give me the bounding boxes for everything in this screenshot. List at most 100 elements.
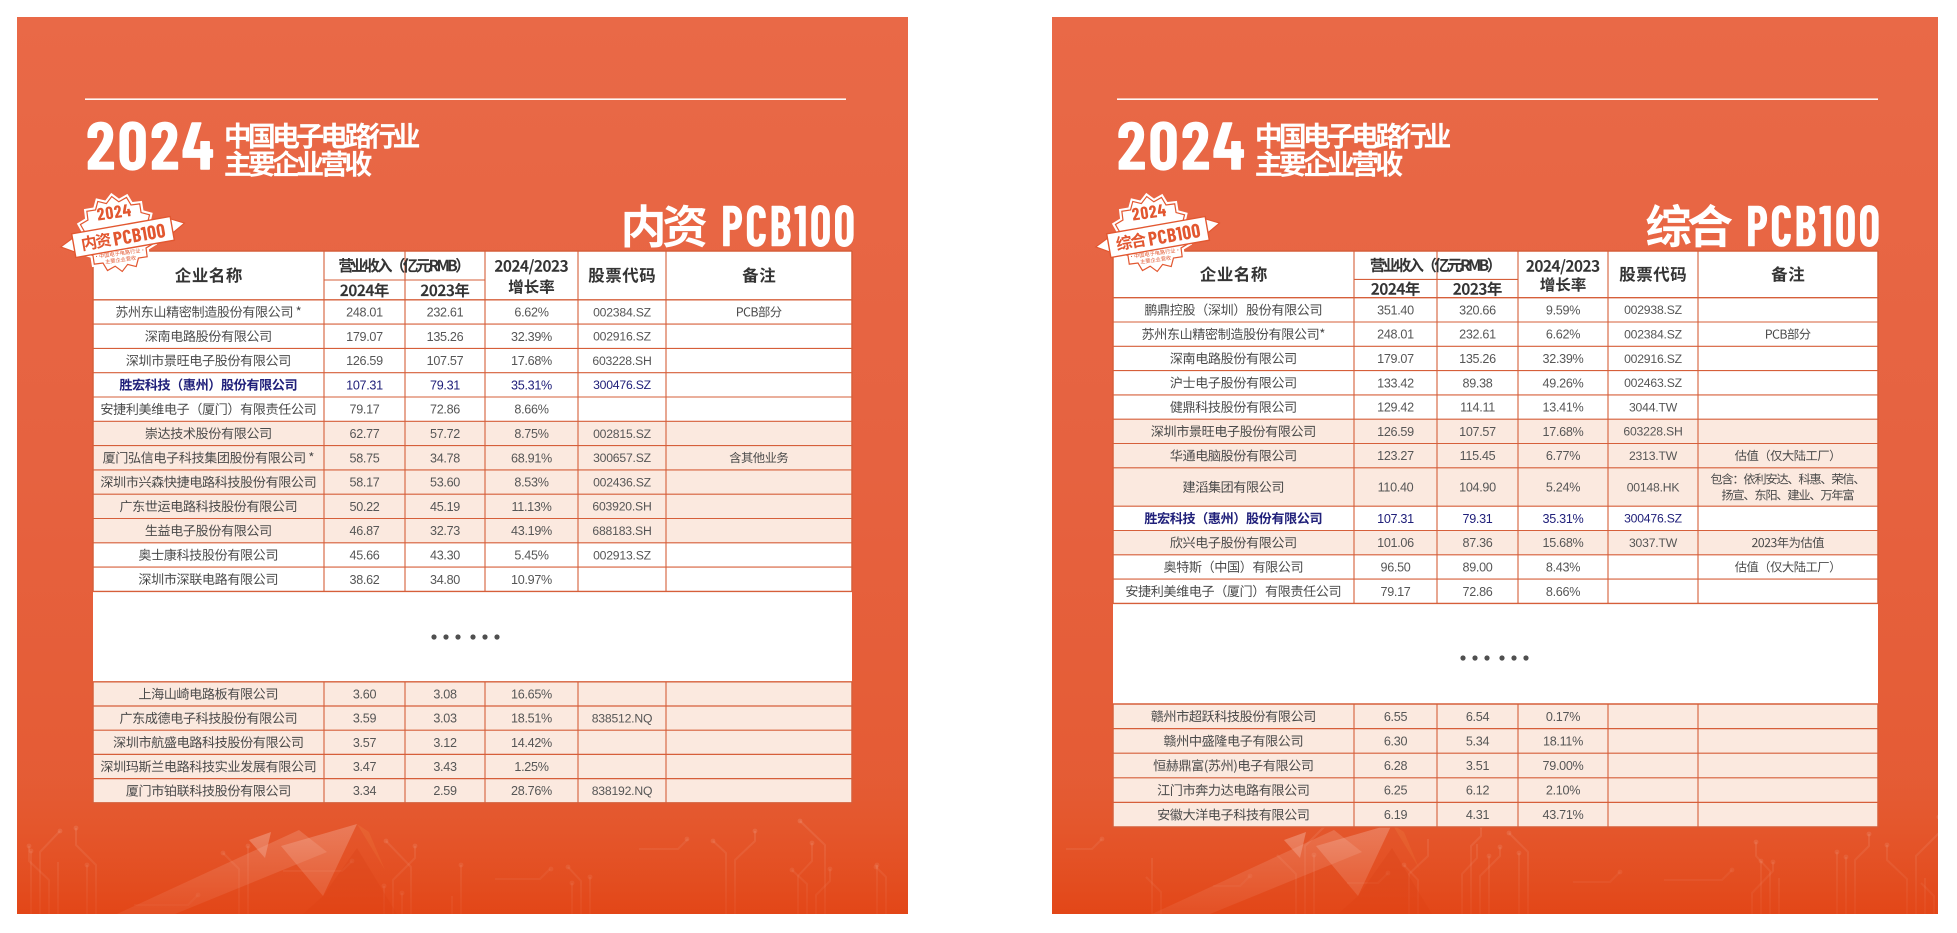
svg-text:107.31: 107.31 [1377,512,1414,526]
svg-text:79.00%: 79.00% [1543,759,1584,773]
svg-text:32.73: 32.73 [430,524,460,538]
svg-text:179.07: 179.07 [346,330,383,344]
svg-text:35.31%: 35.31% [511,378,552,392]
svg-text:89.38: 89.38 [1462,376,1492,390]
svg-text:5.45%: 5.45% [514,549,548,563]
svg-text:6.30: 6.30 [1384,734,1408,748]
svg-text:101.06: 101.06 [1377,536,1414,550]
svg-text:38.62: 38.62 [349,573,379,587]
svg-text:87.36: 87.36 [1462,536,1492,550]
svg-text:45.19: 45.19 [430,500,460,514]
svg-text:133.42: 133.42 [1377,376,1414,390]
svg-text:248.01: 248.01 [1377,328,1414,342]
svg-text:32.39%: 32.39% [1543,352,1584,366]
svg-text:002463.SZ: 002463.SZ [1624,376,1683,390]
svg-text:58.75: 58.75 [349,451,379,465]
svg-text:688183.SH: 688183.SH [592,524,651,538]
svg-text:15.68%: 15.68% [1543,536,1584,550]
svg-text:72.86: 72.86 [430,403,460,417]
svg-text:43.30: 43.30 [430,549,460,563]
svg-text:49.26%: 49.26% [1543,376,1584,390]
svg-text:89.00: 89.00 [1462,561,1492,575]
svg-text:5.34: 5.34 [1466,734,1490,748]
svg-text:35.31%: 35.31% [1543,512,1584,526]
svg-text:43.19%: 43.19% [511,524,552,538]
svg-text:18.11%: 18.11% [1543,734,1583,748]
svg-text:10.97%: 10.97% [511,573,552,587]
svg-text:45.66: 45.66 [349,549,379,563]
svg-text:5.24%: 5.24% [1546,481,1580,495]
svg-text:2.10%: 2.10% [1546,784,1580,798]
svg-text:3044.TW: 3044.TW [1629,400,1678,414]
svg-text:3.43: 3.43 [433,760,457,774]
svg-text:104.90: 104.90 [1459,481,1496,495]
svg-text:6.25: 6.25 [1384,784,1408,798]
svg-text:603228.SH: 603228.SH [1623,425,1682,439]
svg-text:8.53%: 8.53% [514,476,548,490]
svg-text:6.19: 6.19 [1384,808,1408,822]
svg-text:126.59: 126.59 [1377,425,1414,439]
svg-text:351.40: 351.40 [1377,303,1414,317]
svg-text:43.71%: 43.71% [1543,808,1584,822]
svg-text:232.61: 232.61 [427,306,464,320]
svg-text:603228.SH: 603228.SH [592,354,651,368]
svg-text:1.25%: 1.25% [514,760,548,774]
svg-text:9.59%: 9.59% [1546,303,1580,317]
svg-text:79.17: 79.17 [349,403,379,417]
svg-text:8.66%: 8.66% [1546,585,1580,599]
svg-text:002913.SZ: 002913.SZ [593,548,652,562]
svg-text:34.80: 34.80 [430,573,460,587]
svg-text:838192.NQ: 838192.NQ [592,784,653,798]
svg-text:3.60: 3.60 [353,687,377,701]
svg-text:3.51: 3.51 [1466,759,1490,773]
svg-text:300657.SZ: 300657.SZ [593,451,652,465]
svg-text:14.42%: 14.42% [511,736,552,750]
svg-text:34.78: 34.78 [430,451,460,465]
svg-text:96.50: 96.50 [1380,561,1410,575]
svg-text:002384.SZ: 002384.SZ [593,305,652,319]
svg-text:6.77%: 6.77% [1546,449,1580,463]
svg-text:110.40: 110.40 [1378,481,1414,495]
svg-text:28.76%: 28.76% [511,784,552,798]
svg-text:79.31: 79.31 [1462,512,1492,526]
svg-text:8.75%: 8.75% [514,427,548,441]
svg-text:18.51%: 18.51% [511,712,552,726]
svg-text:129.42: 129.42 [1377,401,1414,415]
svg-text:00148.HK: 00148.HK [1627,480,1680,494]
svg-text:2313.TW: 2313.TW [1629,449,1678,463]
svg-text:16.65%: 16.65% [511,687,552,701]
svg-text:3.12: 3.12 [433,736,457,750]
svg-text:248.01: 248.01 [346,306,383,320]
svg-text:002815.SZ: 002815.SZ [593,427,652,441]
svg-text:135.26: 135.26 [1459,352,1496,366]
svg-text:002916.SZ: 002916.SZ [1624,352,1683,366]
svg-text:3.03: 3.03 [433,712,457,726]
svg-text:53.60: 53.60 [430,476,460,490]
svg-text:32.39%: 32.39% [511,330,552,344]
svg-text:6.28: 6.28 [1384,759,1408,773]
svg-text:6.54: 6.54 [1466,710,1490,724]
svg-text:3.57: 3.57 [353,736,377,750]
svg-text:0.17%: 0.17% [1546,710,1580,724]
svg-text:6.62%: 6.62% [1546,328,1580,342]
svg-text:68.91%: 68.91% [511,451,552,465]
svg-text:17.68%: 17.68% [1543,425,1584,439]
svg-text:6.55: 6.55 [1384,710,1408,724]
svg-text:002436.SZ: 002436.SZ [593,475,652,489]
svg-text:300476.SZ: 300476.SZ [1624,512,1683,526]
svg-text:838512.NQ: 838512.NQ [592,712,653,726]
svg-text:002938.SZ: 002938.SZ [1624,303,1683,317]
svg-text:107.57: 107.57 [1459,425,1496,439]
svg-text:4.31: 4.31 [1466,808,1490,822]
svg-text:57.72: 57.72 [430,427,460,441]
svg-text:8.66%: 8.66% [514,403,548,417]
svg-text:002384.SZ: 002384.SZ [1624,328,1683,342]
svg-text:50.22: 50.22 [349,500,379,514]
svg-text:6.62%: 6.62% [514,306,548,320]
svg-text:3.59: 3.59 [353,712,377,726]
svg-text:123.27: 123.27 [1377,449,1414,463]
svg-text:320.66: 320.66 [1459,303,1496,317]
svg-text:232.61: 232.61 [1459,328,1496,342]
svg-text:62.77: 62.77 [349,427,379,441]
svg-text:126.59: 126.59 [346,354,383,368]
